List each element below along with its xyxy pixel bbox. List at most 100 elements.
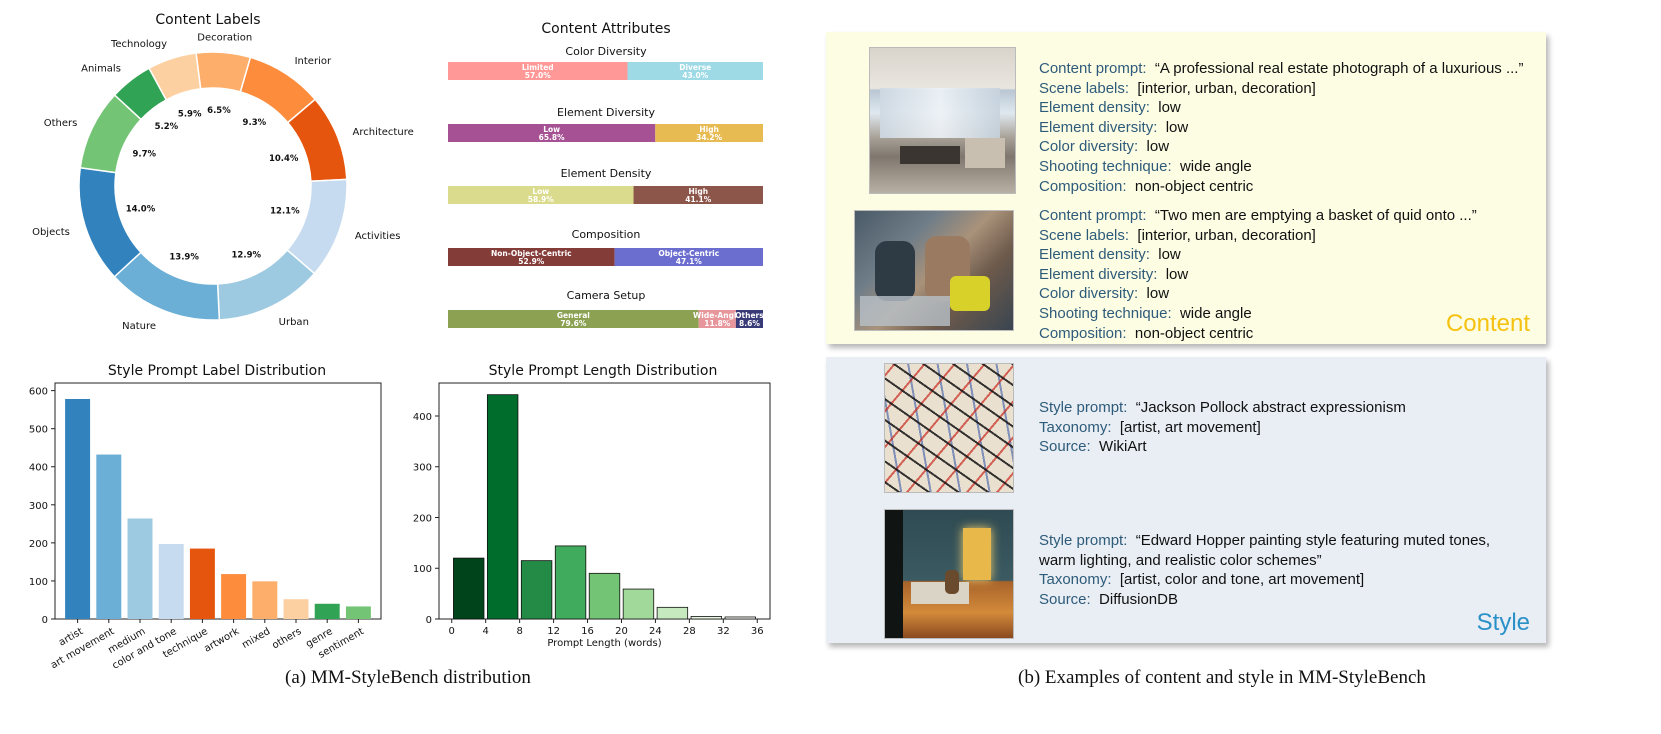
length-histogram-bar [588,572,621,620]
attribute-segment-label: Wide-Angle [693,311,742,320]
donut-slice-decoration [195,51,252,93]
content-example-1: Content prompt: “A professional real est… [826,32,1546,195]
example-line-key: Element density: [1039,99,1150,117]
style-length-distribution-chart: Style Prompt Length Distribution01002003… [413,363,771,649]
content-example-1-text: Content prompt: “A professional real est… [1039,59,1523,196]
x-tick-label: 36 [751,626,764,637]
label-distribution-title: Style Prompt Label Distribution [108,363,326,379]
caption-left: (a) MM-StyleBench distribution [285,667,531,688]
x-tick-label: 8 [516,626,522,637]
example-line: Style prompt: “Jackson Pollock abstract … [1039,398,1406,418]
y-tick-label: 200 [29,539,48,550]
donut-percent-label: 9.3% [243,118,267,128]
donut-label: Decoration [197,32,252,43]
example-line-key: Source: [1039,438,1091,456]
example-line-value: low [1165,118,1189,136]
example-line-value: WikiArt [1099,438,1147,456]
example-line: Source: WikiArt [1039,437,1406,457]
x-tick-label: 20 [615,626,628,637]
example-line-key: Element diversity: [1039,118,1158,136]
attribute-segment-value: 52.9% [518,257,545,266]
example-line-value: “Jackson Pollock abstract expressionism [1135,399,1406,416]
content-labels-donut-chart: Content Labels Interior 9.3% Architecture 10… [32,12,414,332]
example-line-key: Color diversity: [1039,285,1139,303]
example-line: Style prompt: “Edward Hopper painting st… [1039,531,1490,551]
x-tick-label: mixed [240,626,272,651]
style-example-2: Style prompt: “Edward Hopper painting st… [826,497,1546,643]
length-histogram-bar [520,560,553,620]
y-tick-label: 100 [413,564,432,575]
example-line-key: Element diversity: [1039,265,1158,283]
content-panel: Content prompt: “A professional real est… [826,32,1546,344]
example-line-key: Style prompt: [1039,399,1128,416]
donut-percent-label: 10.4% [269,154,299,164]
example-line-key: Scene labels: [1039,226,1130,244]
example-line-value: [interior, urban, decoration] [1137,226,1316,244]
example-line-key: Composition: [1039,324,1127,342]
attribute-segment-label: Low [532,187,549,196]
x-tick-label: 24 [649,626,662,637]
donut-label: Objects [32,227,70,238]
attribute-segment-label: Object-Centric [658,249,719,258]
x-tick-label: 32 [717,626,730,637]
example-line-value: low [1146,138,1170,156]
y-tick-label: 0 [42,615,48,626]
x-tick-label: 12 [547,626,560,637]
donut-slice-urban [216,248,316,321]
attribute-group-title: Composition [572,228,641,241]
style-example-1: Style prompt: “Jackson Pollock abstract … [826,357,1546,497]
length-histogram-bar [690,616,723,620]
length-histogram-bar [656,606,689,620]
label-bar-artist [65,398,91,619]
length-histogram-bar [554,545,587,620]
donut-label: Activities [355,231,401,242]
example-line: Source: DiffusionDB [1039,590,1490,610]
attribute-segment-value: 43.0% [682,71,709,80]
attribute-bar-segment [627,62,763,80]
attribute-segment-value: 11.8% [704,319,731,328]
attribute-bar-segment [698,310,736,328]
example-line: Element density: low [1039,98,1523,118]
attribute-segment-label: Low [543,125,560,134]
attribute-segment-value: 58.9% [528,195,555,204]
attribute-group-title: Element Diversity [557,106,655,119]
example-line: Shooting technique: wide angle [1039,304,1477,324]
label-bar-technique [189,548,215,619]
attribute-segment-label: Non-Object-Centric [491,249,572,258]
example-line: Taxonomy: [artist, art movement] [1039,418,1406,438]
attribute-segment-value: 57.0% [525,71,552,80]
attribute-bar-segment [655,124,763,142]
style-panel: Style prompt: “Jackson Pollock abstract … [826,357,1546,643]
attributes-title: Content Attributes [541,21,670,37]
example-line-key: Style prompt: [1039,532,1128,549]
attribute-segment-value: 79.6% [560,319,587,328]
example-line-key: Color diversity: [1039,138,1139,156]
content-example-2-text: Content prompt: “Two men are emptying a … [1039,206,1477,343]
attribute-group-title: Color Diversity [565,45,647,58]
y-tick-label: 200 [413,513,432,524]
example-line-value: low [1158,246,1181,264]
example-line-value: low [1146,285,1170,303]
example-line-key: Content prompt: [1039,207,1147,224]
y-tick-label: 0 [426,615,432,626]
example-line-key: Taxonomy: [1039,418,1112,436]
example-line-value: non-object centric [1134,324,1254,342]
example-line: Composition: non-object centric [1039,324,1477,344]
donut-percent-label: 5.9% [178,110,202,120]
style-image-hopper [884,509,1014,639]
length-histogram-bar [622,588,655,620]
example-line-key: Scene labels: [1039,79,1130,97]
attribute-bar-segment [448,124,656,142]
donut-percent-label: 14.0% [126,205,156,215]
y-tick-label: 400 [413,412,432,423]
example-line: Content prompt: “A professional real est… [1039,59,1523,79]
x-tick-label: 16 [581,626,594,637]
style-panel-tag: Style [1476,609,1530,636]
example-line-key: Taxonomy: [1039,571,1112,589]
donut-label: Animals [81,64,121,75]
attribute-segment-value: 47.1% [676,257,703,266]
attribute-bar-segment [614,248,763,266]
label-bar-medium [127,518,153,619]
example-line: Element diversity: low [1039,118,1523,138]
example-line-key: Element density: [1039,246,1150,264]
